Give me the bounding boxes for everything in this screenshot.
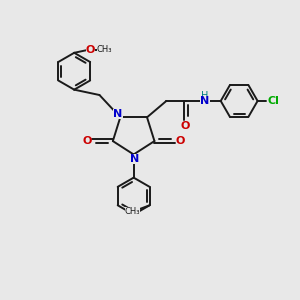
Text: H: H	[201, 91, 208, 100]
Text: N: N	[200, 96, 210, 106]
Text: O: O	[181, 121, 190, 130]
Text: O: O	[176, 136, 185, 146]
Text: O: O	[82, 136, 92, 146]
Text: N: N	[113, 109, 122, 119]
Text: CH₃: CH₃	[97, 45, 112, 54]
Text: Cl: Cl	[267, 96, 279, 106]
Text: CH₃: CH₃	[124, 207, 140, 216]
Text: N: N	[130, 154, 139, 164]
Text: O: O	[86, 45, 95, 55]
